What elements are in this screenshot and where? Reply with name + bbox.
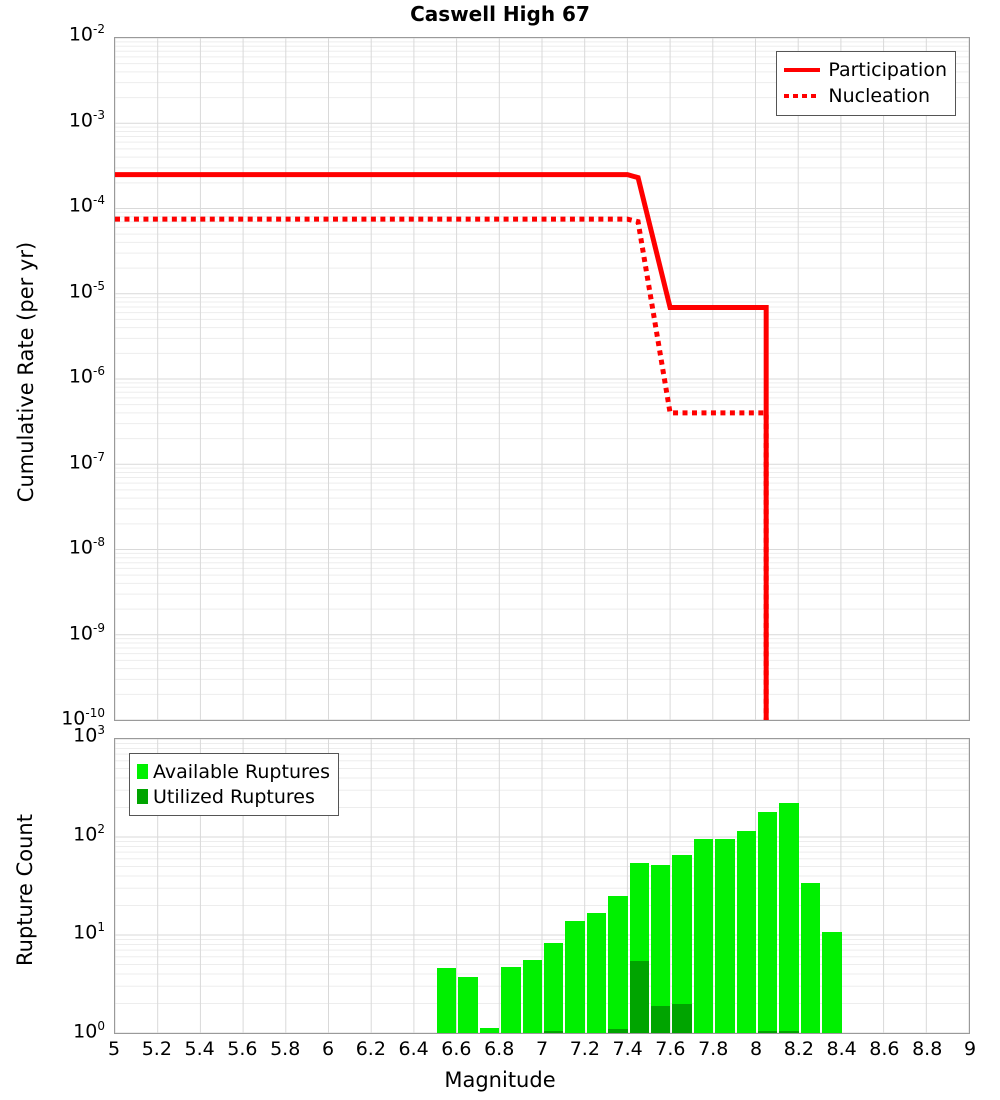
top-y-tick: 10-5 <box>68 278 105 302</box>
top-plot-legend: Participation Nucleation <box>776 51 956 116</box>
x-tick: 7.6 <box>655 1038 686 1060</box>
bottom-y-tick: 101 <box>73 920 105 944</box>
bar-available <box>800 883 821 1033</box>
top-plot-curves <box>115 172 769 720</box>
bar-available <box>437 967 457 1033</box>
top-y-tick: 10-10 <box>61 706 105 730</box>
bar-utilized <box>651 1005 671 1033</box>
bar-available <box>758 811 778 1033</box>
x-tick: 6.2 <box>355 1038 386 1060</box>
bar-utilized <box>608 1028 628 1033</box>
legend-item-utilized-ruptures[interactable]: Utilized Ruptures <box>137 784 330 809</box>
x-tick: 6.4 <box>398 1038 429 1060</box>
page-title: Caswell High 67 <box>410 2 590 26</box>
bar-available <box>779 802 799 1033</box>
bottom-y-tick: 103 <box>73 723 105 747</box>
top-plot-gridlines <box>115 38 969 720</box>
bar-available <box>501 966 521 1033</box>
top-y-tick: 10-3 <box>68 107 105 131</box>
legend-label-utilized-ruptures: Utilized Ruptures <box>153 785 315 808</box>
x-tick: 5.4 <box>184 1038 215 1060</box>
rupture-count-plot: Available Ruptures Utilized Ruptures <box>114 738 970 1034</box>
bar-available <box>458 976 478 1033</box>
bottom-y-axis-label: Rupture Count <box>13 814 37 966</box>
dotted-line-icon <box>784 94 821 98</box>
x-tick: 5.8 <box>270 1038 301 1060</box>
cumulative-rate-plot: Participation Nucleation <box>114 37 970 721</box>
legend-label-available-ruptures: Available Ruptures <box>153 760 330 783</box>
top-y-tick: 10-2 <box>68 22 105 46</box>
top-y-tick: 10-4 <box>68 193 105 217</box>
rupture-bars <box>115 739 969 1033</box>
top-y-tick: 10-9 <box>68 620 105 644</box>
bar-available <box>522 959 542 1033</box>
x-axis-label: Magnitude <box>444 1068 556 1092</box>
top-y-tick: 10-6 <box>68 364 105 388</box>
solid-line-icon <box>784 68 821 72</box>
bar-available <box>586 912 607 1033</box>
bottom-plot-legend: Available Ruptures Utilized Ruptures <box>129 753 339 816</box>
x-tick: 7.8 <box>698 1038 729 1060</box>
x-tick: 8.8 <box>912 1038 943 1060</box>
bar-available <box>672 854 692 1033</box>
x-tick: 5.6 <box>227 1038 258 1060</box>
bar-available <box>608 895 628 1033</box>
bar-available <box>651 864 671 1033</box>
x-tick: 5 <box>107 1038 121 1060</box>
bar-available <box>715 838 735 1033</box>
bottom-y-tick: 102 <box>73 821 105 845</box>
legend-item-available-ruptures[interactable]: Available Ruptures <box>137 759 330 784</box>
x-tick: 8.6 <box>869 1038 900 1060</box>
bar-available <box>736 830 756 1033</box>
bottom-y-tick: 100 <box>73 1019 105 1043</box>
x-tick: 5.2 <box>141 1038 172 1060</box>
top-y-tick: 10-7 <box>68 449 105 473</box>
bar-available <box>544 942 564 1033</box>
bar-utilized <box>758 1030 778 1033</box>
x-tick: 8.4 <box>826 1038 857 1060</box>
bar-utilized <box>544 1030 564 1033</box>
x-tick: 8.2 <box>783 1038 814 1060</box>
bar-available <box>822 932 842 1033</box>
x-tick: 7.2 <box>569 1038 600 1060</box>
x-tick: 7 <box>535 1038 549 1060</box>
bar-available <box>693 839 714 1033</box>
x-tick: 8 <box>749 1038 763 1060</box>
legend-label-nucleation: Nucleation <box>828 85 931 107</box>
x-tick: 6 <box>321 1038 335 1060</box>
x-tick: 6.8 <box>484 1038 515 1060</box>
available-color-icon <box>137 764 148 779</box>
legend-label-participation: Participation <box>828 59 947 81</box>
bar-available <box>479 1028 500 1033</box>
legend-item-participation[interactable]: Participation <box>784 57 947 83</box>
utilized-color-icon <box>137 789 148 804</box>
x-tick: 9 <box>963 1038 977 1060</box>
x-tick: 6.6 <box>441 1038 472 1060</box>
bar-utilized <box>672 1004 692 1033</box>
bar-available <box>565 921 585 1033</box>
legend-item-nucleation[interactable]: Nucleation <box>784 83 947 109</box>
bar-utilized <box>629 960 649 1033</box>
bar-utilized <box>779 1030 799 1033</box>
top-y-tick: 10-8 <box>68 535 105 559</box>
x-tick: 7.4 <box>612 1038 643 1060</box>
